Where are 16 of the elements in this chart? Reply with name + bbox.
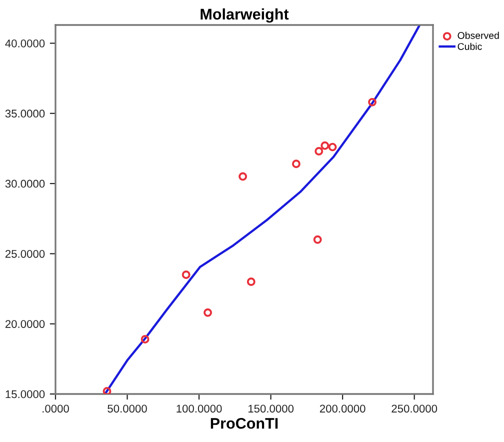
legend-label: Cubic xyxy=(458,42,482,50)
x-tick-label: .0000 xyxy=(42,404,69,413)
x-tick-label: 100.0000 xyxy=(176,404,222,413)
x-tick-label: 200.0000 xyxy=(320,404,366,413)
x-tick-label: 150.0000 xyxy=(248,404,294,413)
y-tick-label: 25.0000 xyxy=(5,250,45,258)
chart-title: Molarweight xyxy=(200,8,289,23)
y-tick-label: 40.0000 xyxy=(5,40,45,48)
y-tick-label: 15.0000 xyxy=(6,390,45,398)
y-tick-label: 30.0000 xyxy=(5,180,45,188)
y-tick-label: 20.0000 xyxy=(5,320,45,328)
y-tick-label: 35.0000 xyxy=(5,110,45,118)
x-tick-label: 50.0000 xyxy=(108,404,147,413)
x-axis-title: ProConTI xyxy=(210,418,278,429)
legend-label: Observed xyxy=(458,32,499,39)
x-tick-label: 250.0000 xyxy=(392,404,438,413)
